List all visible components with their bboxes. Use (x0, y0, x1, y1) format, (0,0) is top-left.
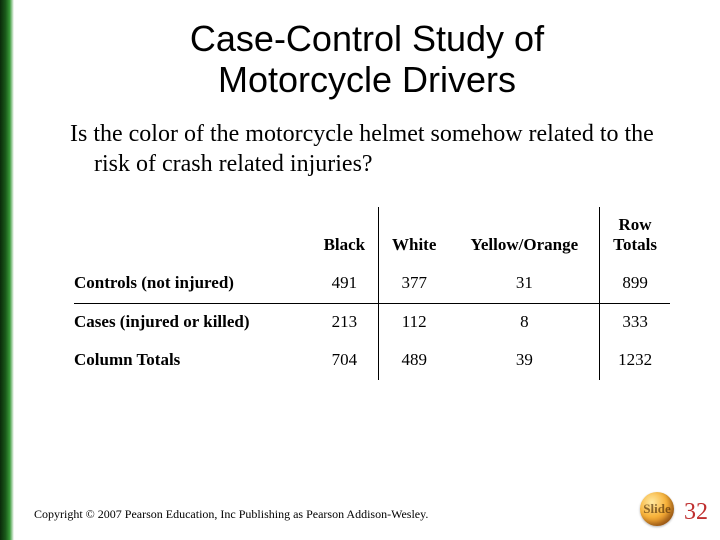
title-line-1: Case-Control Study of (190, 18, 544, 59)
header-row-totals: Row Totals (600, 207, 670, 265)
table-row: Cases (injured or killed) 213 112 8 333 (74, 303, 670, 342)
data-table: Black White Yellow/Orange Row Totals Con… (74, 207, 670, 380)
cell-total: 1232 (600, 342, 670, 380)
table-row: Column Totals 704 489 39 1232 (74, 342, 670, 380)
slide-question: Is the color of the motorcycle helmet so… (58, 119, 690, 179)
row-label: Controls (not injured) (74, 265, 311, 304)
cell-white: 489 (378, 342, 449, 380)
data-table-wrap: Black White Yellow/Orange Row Totals Con… (74, 207, 670, 380)
slide-title: Case-Control Study of Motorcycle Drivers (34, 18, 700, 101)
slide-number: 32 (684, 499, 708, 526)
cell-total: 899 (600, 265, 670, 304)
cell-white: 112 (378, 303, 449, 342)
cell-black: 213 (311, 303, 379, 342)
header-black: Black (311, 207, 379, 265)
cell-white: 377 (378, 265, 449, 304)
table-header-row: Black White Yellow/Orange Row Totals (74, 207, 670, 265)
header-empty (74, 207, 311, 265)
cell-black: 491 (311, 265, 379, 304)
slide-badge-icon: Slide (640, 492, 674, 526)
left-accent-stripe (0, 0, 14, 540)
copyright-text: Copyright © 2007 Pearson Education, Inc … (34, 507, 428, 522)
cell-yellow-orange: 39 (449, 342, 599, 380)
header-yellow-orange: Yellow/Orange (449, 207, 599, 265)
header-white: White (378, 207, 449, 265)
title-line-2: Motorcycle Drivers (218, 59, 516, 100)
slide-content: Case-Control Study of Motorcycle Drivers… (14, 0, 720, 540)
cell-yellow-orange: 31 (449, 265, 599, 304)
slide-badge-label: Slide (643, 501, 670, 517)
row-label: Cases (injured or killed) (74, 303, 311, 342)
cell-total: 333 (600, 303, 670, 342)
row-label: Column Totals (74, 342, 311, 380)
cell-yellow-orange: 8 (449, 303, 599, 342)
table-row: Controls (not injured) 491 377 31 899 (74, 265, 670, 304)
cell-black: 704 (311, 342, 379, 380)
